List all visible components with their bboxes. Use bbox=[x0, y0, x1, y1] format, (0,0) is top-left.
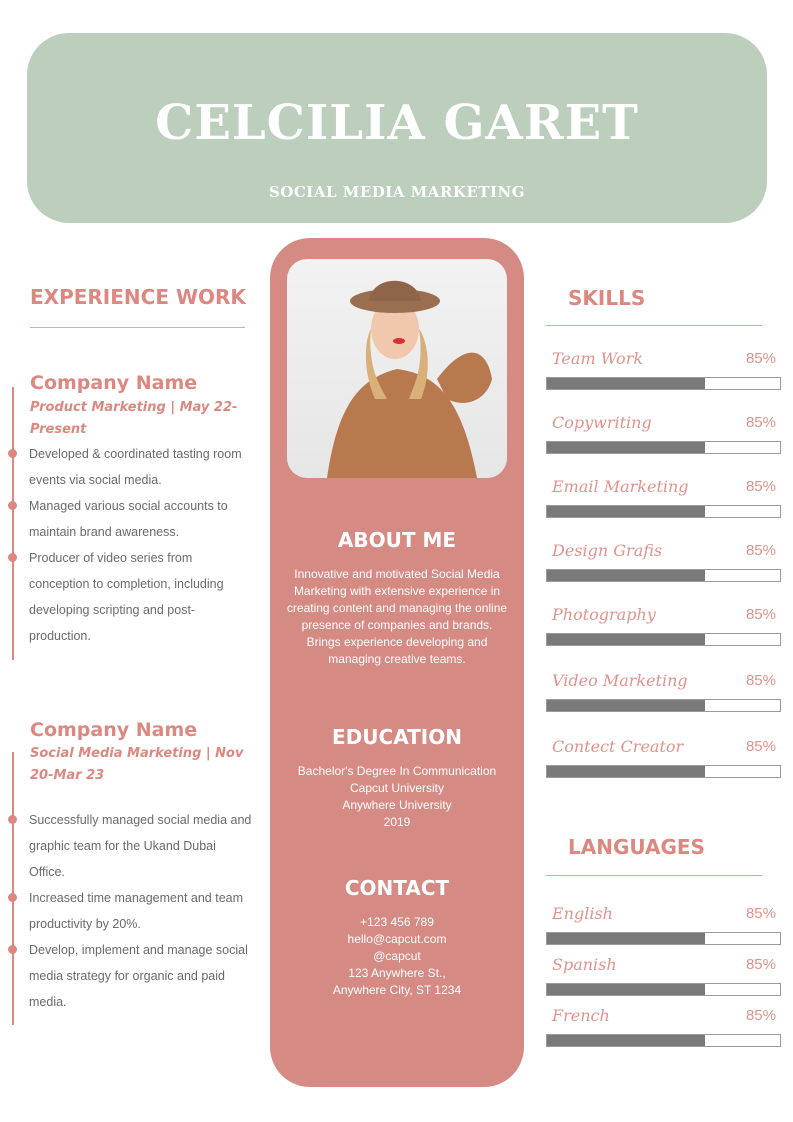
bullet-dot bbox=[8, 553, 17, 562]
skills-bar bbox=[546, 441, 781, 454]
skills-label: Copywriting bbox=[552, 413, 652, 432]
skills-percent: 85% bbox=[745, 672, 776, 689]
skills-label: Email Marketing bbox=[552, 477, 689, 496]
bullet-dot bbox=[8, 449, 17, 458]
skills-bar bbox=[546, 377, 781, 390]
skills-percent: 85% bbox=[745, 606, 776, 623]
skills-percent: 85% bbox=[745, 414, 776, 431]
languages-bar bbox=[546, 983, 781, 996]
skills-bar-fill bbox=[547, 700, 706, 711]
skills-bar bbox=[546, 699, 781, 712]
skills-percent: 85% bbox=[745, 350, 776, 367]
skills-percent: 85% bbox=[745, 542, 776, 559]
about-text: Innovative and motivated Social Media Ma… bbox=[286, 567, 508, 666]
skills-bar bbox=[546, 633, 781, 646]
email: hello@capcut.com bbox=[347, 932, 447, 946]
skills-percent: 85% bbox=[745, 478, 776, 495]
skills-bar bbox=[546, 505, 781, 518]
languages-percent: 85% bbox=[745, 905, 776, 922]
profile-photo bbox=[287, 259, 507, 478]
bullet-dot bbox=[8, 501, 17, 510]
divider bbox=[546, 325, 762, 326]
languages-heading: LANGUAGES bbox=[568, 835, 705, 859]
job-bullets: Successfully managed social media and gr… bbox=[8, 807, 254, 1015]
contact-details: +123 456 789 hello@capcut.com @capcut 12… bbox=[284, 914, 510, 999]
skills-bar-fill bbox=[547, 442, 706, 453]
skills-label: Video Marketing bbox=[552, 671, 688, 690]
languages-percent: 85% bbox=[745, 956, 776, 973]
languages-bar-fill bbox=[547, 933, 706, 944]
skills-bar-fill bbox=[547, 634, 706, 645]
skills-label: Design Grafis bbox=[552, 541, 663, 560]
job-bullets: Developed & coordinated tasting room eve… bbox=[8, 441, 254, 649]
languages-label: English bbox=[552, 904, 613, 923]
person-name: CELCILIA GARET bbox=[155, 95, 639, 151]
languages-percent: 85% bbox=[745, 1007, 776, 1024]
social-handle: @capcut bbox=[373, 949, 421, 963]
header-banner: CELCILIA GARET SOCIAL MEDIA MARKETING bbox=[27, 33, 767, 223]
divider bbox=[30, 327, 245, 328]
bullet-dot bbox=[8, 945, 17, 954]
timeline-line bbox=[12, 387, 14, 660]
skills-bar-fill bbox=[547, 570, 706, 581]
languages-bar bbox=[546, 1034, 781, 1047]
list-item: Managed various social accounts to maint… bbox=[8, 493, 254, 545]
languages-label: Spanish bbox=[552, 955, 617, 974]
list-item: Developed & coordinated tasting room eve… bbox=[8, 441, 254, 493]
skills-bar bbox=[546, 569, 781, 582]
list-item: Producer of video series from conception… bbox=[8, 545, 254, 649]
divider bbox=[546, 875, 762, 876]
skills-label: Team Work bbox=[552, 349, 644, 368]
bullet-dot bbox=[8, 893, 17, 902]
education-details: Bachelor's Degree In Communication Capcut… bbox=[297, 764, 497, 829]
job-position: Product Marketing | May 22-Present bbox=[30, 400, 238, 437]
job-position: Social Media Marketing | Nov 20-Mar 23 bbox=[30, 746, 244, 783]
list-item: Increased time management and team produ… bbox=[8, 885, 254, 937]
skills-bar bbox=[546, 765, 781, 778]
languages-bar bbox=[546, 932, 781, 945]
person-photo-illustration bbox=[327, 280, 492, 478]
education-heading: EDUCATION bbox=[332, 725, 462, 749]
address-line: Anywhere City, ST 1234 bbox=[332, 983, 462, 997]
skills-label: Contect Creator bbox=[552, 737, 684, 756]
skills-bar-fill bbox=[547, 766, 706, 777]
bullet-dot bbox=[8, 815, 17, 824]
phone: +123 456 789 bbox=[360, 915, 434, 929]
company-name: Company Name bbox=[30, 719, 198, 741]
skills-percent: 85% bbox=[745, 738, 776, 755]
job-title: SOCIAL MEDIA MARKETING bbox=[268, 183, 526, 201]
list-item: Successfully managed social media and gr… bbox=[8, 807, 254, 885]
address-line: 123 Anywhere St., bbox=[348, 966, 446, 980]
skills-bar-fill bbox=[547, 506, 706, 517]
timeline-line bbox=[12, 752, 14, 1025]
company-name: Company Name bbox=[30, 372, 198, 394]
list-item: Develop, implement and manage social med… bbox=[8, 937, 254, 1015]
languages-bar-fill bbox=[547, 1035, 706, 1046]
skills-bar-fill bbox=[547, 378, 706, 389]
skills-heading: SKILLS bbox=[568, 286, 646, 310]
experience-heading: EXPERIENCE WORK bbox=[30, 285, 246, 309]
profile-panel: ABOUT ME Innovative and motivated Social… bbox=[270, 238, 524, 1087]
about-heading: ABOUT ME bbox=[337, 528, 457, 552]
languages-label: French bbox=[552, 1006, 610, 1025]
skills-label: Photography bbox=[552, 605, 656, 624]
contact-heading: CONTACT bbox=[344, 876, 450, 900]
languages-bar-fill bbox=[547, 984, 706, 995]
